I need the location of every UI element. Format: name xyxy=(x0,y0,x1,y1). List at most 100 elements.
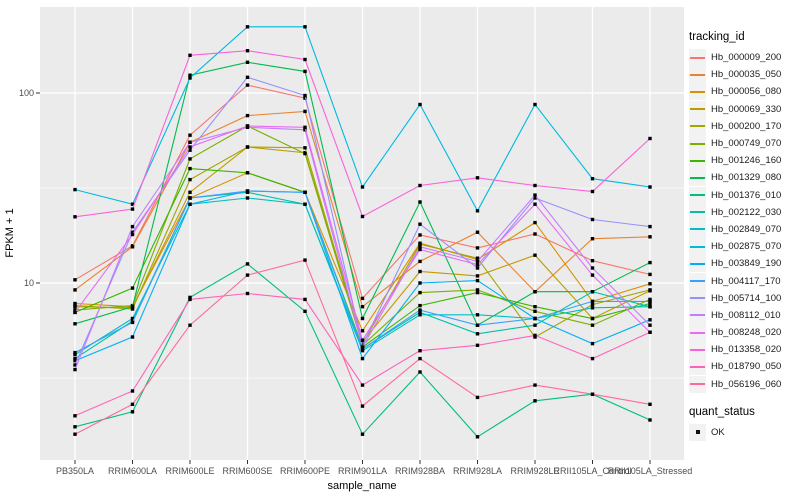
legend-item-label: Hb_001329_080 xyxy=(711,172,782,184)
data-point xyxy=(303,25,307,29)
legend-color-line-icon xyxy=(690,211,705,214)
data-point xyxy=(418,200,422,204)
legend-key xyxy=(689,358,706,376)
data-point xyxy=(73,350,77,355)
data-point xyxy=(73,322,77,326)
legend-color-line-icon xyxy=(690,56,705,59)
legend-key xyxy=(689,83,706,101)
data-point xyxy=(648,323,652,327)
legend-color-line-icon xyxy=(690,142,705,145)
data-point xyxy=(360,214,365,219)
legend-key xyxy=(689,169,706,187)
data-point xyxy=(648,402,652,406)
data-point xyxy=(130,232,135,237)
legend-item-Hb_018790_050: Hb_018790_050 xyxy=(689,358,799,376)
data-point xyxy=(590,237,595,241)
data-point xyxy=(73,352,77,357)
legend-item-label: Hb_000035_050 xyxy=(711,69,782,81)
legend-color-line-icon xyxy=(690,280,705,283)
legend-item-label: Hb_018790_050 xyxy=(711,361,782,373)
data-point xyxy=(590,266,595,270)
axes: PB350LA RRIM600LA RRIM600LE RRIM600SE RRIM60… xyxy=(19,88,692,476)
data-point xyxy=(360,383,365,387)
data-point xyxy=(303,202,307,206)
data-point xyxy=(188,73,192,77)
legend-item-Hb_001329_080: Hb_001329_080 xyxy=(689,169,799,187)
data-point xyxy=(130,335,135,339)
legend-item-label: Hb_001376_010 xyxy=(711,189,782,201)
data-point xyxy=(188,295,192,300)
data-point xyxy=(245,291,250,296)
data-point xyxy=(130,207,135,211)
data-point xyxy=(648,282,652,286)
data-point xyxy=(590,392,595,396)
data-point xyxy=(533,383,537,387)
data-point xyxy=(475,230,480,234)
legend-key xyxy=(689,66,706,84)
x-tick-label: RRIM928LA xyxy=(453,466,502,476)
legend-color-line-icon xyxy=(690,331,705,334)
data-point xyxy=(245,60,250,64)
data-point xyxy=(360,338,365,342)
data-point xyxy=(303,57,307,62)
data-point xyxy=(475,246,480,250)
x-tick-label: RRII105LA_Control xyxy=(553,466,631,476)
data-point xyxy=(130,286,135,290)
series-Hb_018790_050 xyxy=(73,291,652,418)
data-point xyxy=(188,196,192,200)
legend-item-label: Hb_000749_070 xyxy=(711,138,782,150)
data-point xyxy=(475,395,480,400)
legend-color-line-icon xyxy=(690,159,705,162)
x-tick-label: RRIM901LA xyxy=(338,466,387,476)
data-point xyxy=(188,140,192,144)
data-point xyxy=(475,278,480,283)
data-point xyxy=(360,349,365,353)
data-point xyxy=(475,313,480,317)
legend-color-line-icon xyxy=(690,194,705,197)
data-point xyxy=(475,274,480,278)
black-square-marker-icon xyxy=(695,430,700,435)
data-point xyxy=(73,425,77,429)
data-point xyxy=(648,318,652,322)
data-point xyxy=(475,209,480,213)
series-Hb_002875_070 xyxy=(73,25,652,213)
legend-item-Hb_000749_070: Hb_000749_070 xyxy=(689,135,799,153)
series-lines xyxy=(73,25,652,439)
data-point xyxy=(188,145,192,149)
legend-item-Hb_000069_330: Hb_000069_330 xyxy=(689,100,799,118)
data-point xyxy=(533,253,537,257)
data-point xyxy=(73,432,77,436)
data-point xyxy=(245,262,250,266)
data-point xyxy=(648,330,652,334)
data-point xyxy=(360,404,365,408)
legend-item-label: Hb_002875_070 xyxy=(711,241,782,253)
data-point xyxy=(590,189,595,194)
x-tick-label: RRIM600LE xyxy=(165,466,214,476)
data-point xyxy=(533,220,537,225)
data-point xyxy=(418,245,422,249)
legend-color-line-icon xyxy=(690,245,705,248)
legend-key xyxy=(689,117,706,135)
legend-item-label: Hb_001246_160 xyxy=(711,155,782,167)
data-point xyxy=(533,232,537,236)
legend-color-line-icon xyxy=(690,348,705,351)
legend-item-Hb_013358_020: Hb_013358_020 xyxy=(689,341,799,359)
legend-key xyxy=(689,238,706,256)
data-point xyxy=(73,310,77,315)
data-point xyxy=(188,177,192,182)
data-point xyxy=(590,341,595,346)
data-point xyxy=(648,305,652,309)
legend-key xyxy=(689,186,706,204)
legend-color-line-icon xyxy=(690,176,705,179)
data-point xyxy=(130,307,135,311)
data-point xyxy=(303,96,307,100)
legend-key xyxy=(689,135,706,153)
data-point xyxy=(533,183,537,188)
legend-key xyxy=(689,100,706,118)
data-point xyxy=(418,308,422,312)
data-point xyxy=(590,323,595,327)
legend-key xyxy=(689,306,706,324)
data-point xyxy=(303,297,307,302)
legend-key xyxy=(689,375,706,393)
